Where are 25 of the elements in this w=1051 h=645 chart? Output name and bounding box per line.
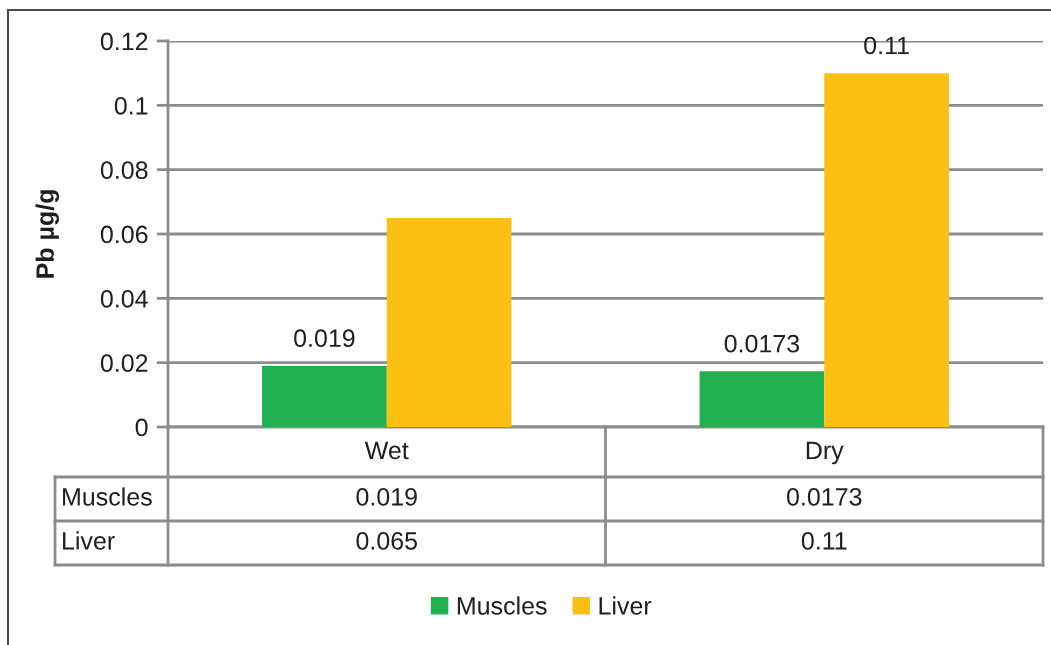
legend-label: Muscles: [457, 596, 547, 615]
x-tick-label: Dry: [806, 441, 844, 465]
bar: [262, 365, 387, 427]
annotation: 0.0173: [724, 334, 800, 353]
y-axis-title: Pb µg/g: [35, 190, 59, 278]
y-tick-label: 0.04: [100, 289, 148, 308]
legend-label: Liver: [599, 596, 652, 615]
data-label: 0.065: [356, 532, 417, 550]
y-tick-label: 0: [135, 418, 148, 437]
data-label: 0.0173: [787, 488, 862, 506]
y-tick-label: 0.06: [100, 225, 148, 244]
y-tick-label: 0.12: [100, 32, 148, 51]
bar: [699, 371, 825, 427]
text: Muscles: [63, 487, 152, 506]
annotation: 0.11: [864, 36, 909, 55]
y-tick-label: 0.08: [100, 161, 148, 179]
y-tick-label: 0.02: [100, 354, 148, 372]
text: Liver: [63, 531, 115, 550]
bar: [386, 217, 512, 427]
bar: [824, 73, 949, 427]
data-label: 0.019: [356, 488, 417, 506]
data-label: 0.11: [801, 532, 847, 550]
annotation: 0.019: [294, 329, 355, 348]
y-tick-label: 0.1: [114, 96, 148, 115]
x-tick-label: Wet: [364, 441, 409, 460]
